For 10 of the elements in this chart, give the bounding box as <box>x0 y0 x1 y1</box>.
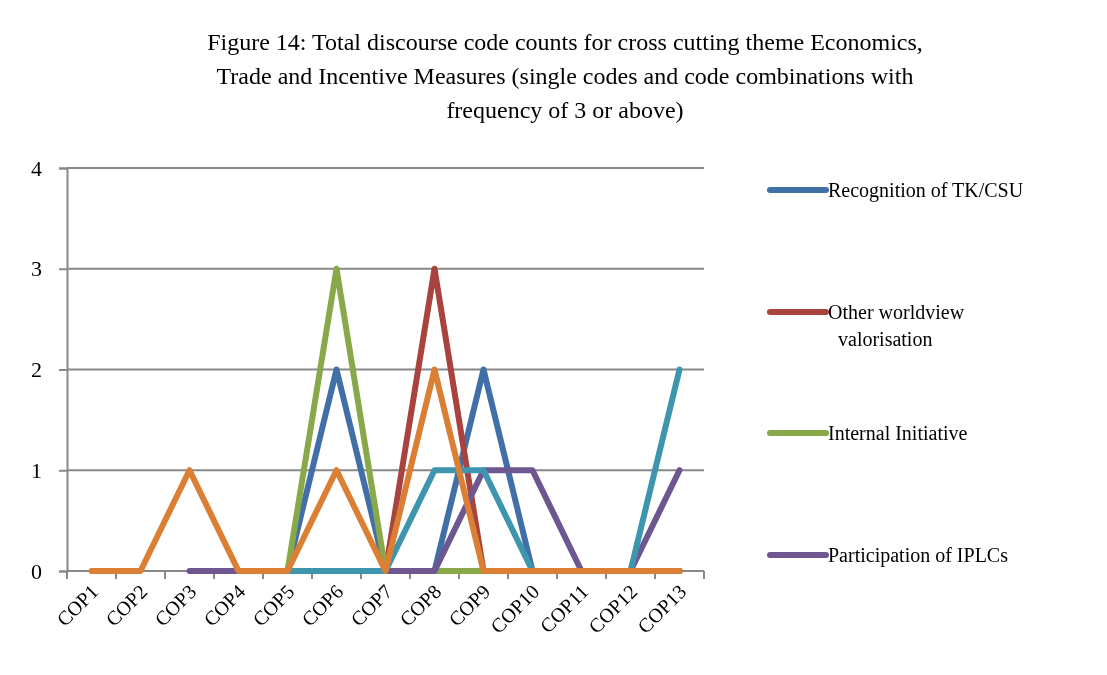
y-tick-label: 2 <box>31 357 42 383</box>
y-tick-label: 0 <box>31 558 42 584</box>
legend-label: Other worldview valorisation <box>828 301 965 350</box>
legend-label: Participation of IPLCs <box>828 544 1009 567</box>
chart-title: Figure 14: Total discourse code counts for cross cutting theme Economics, Trade and Incentive Measures (single codes and code combinations with frequency of 3 or above) <box>207 29 923 123</box>
legend-label: Internal Initiative <box>828 422 968 444</box>
y-tick-label: 1 <box>31 457 42 483</box>
y-tick-label: 4 <box>31 155 42 181</box>
legend-label: Recognition of TK/CSU <box>828 179 1024 202</box>
y-tick-label: 3 <box>31 256 42 282</box>
